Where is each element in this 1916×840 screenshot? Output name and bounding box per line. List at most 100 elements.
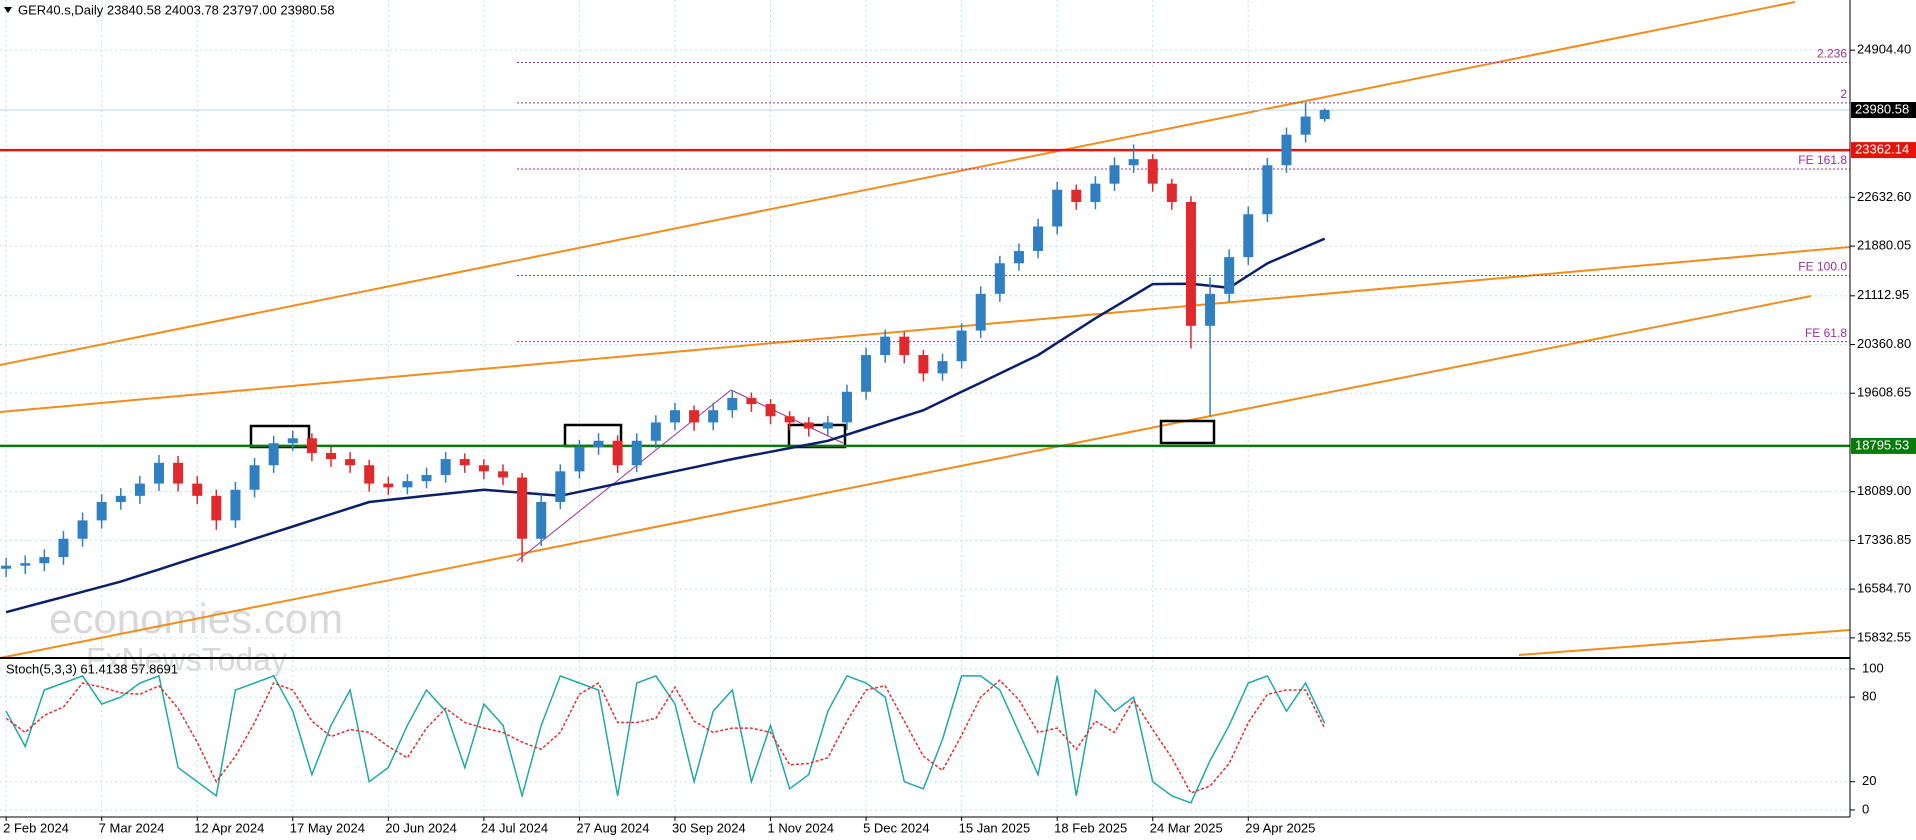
candle-body [421,475,432,482]
menu-arrow[interactable] [4,7,12,13]
y-tick-label: 21880.05 [1857,238,1911,253]
marks [0,61,1850,804]
candle-body [555,471,566,502]
y-tick-label: 0 [1862,801,1869,816]
chart-header: GER40.s,Daily 23840.58 24003.78 23797.00… [18,2,335,17]
candle-body [20,563,31,566]
candle-body [134,483,145,496]
x-tick-label: 18 Feb 2025 [1054,820,1127,835]
candle-body [383,483,394,488]
y-tick-label: 80 [1862,689,1876,704]
candle-body [956,330,967,362]
candle-body [478,465,489,472]
y-tick-label: 15832.55 [1857,629,1911,644]
box [1159,419,1216,445]
price-tag-label: 18795.53 [1855,437,1909,452]
candle-body [192,483,203,496]
candle-body [345,459,356,466]
candle-body [1243,214,1254,258]
candle-body [77,520,88,539]
candle-body [784,416,795,423]
candle-body [861,355,872,392]
candle-body [440,459,451,476]
x-tick-label: 1 Nov 2024 [768,820,835,835]
candle-body [325,453,336,460]
price-tag-label: 23980.58 [1855,101,1909,116]
candle-body [1109,165,1120,184]
y-tick-label: 22632.60 [1857,189,1911,204]
candle-body [173,462,184,484]
price-tag-label: 23362.14 [1855,142,1909,157]
x-tick-label: 5 Dec 2024 [863,820,930,835]
x-tick-label: 17 May 2024 [290,820,365,835]
x-tick-label: 20 Jun 2024 [385,820,457,835]
y-tick-label: 19608.65 [1857,385,1911,400]
x-tick-label: 2 Feb 2024 [3,820,69,835]
x-tick-label: 15 Jan 2025 [959,820,1031,835]
x-tick-label: 24 Jul 2024 [481,820,548,835]
candle-body [822,422,833,429]
candle-body [765,404,776,417]
candle-body [1147,159,1158,184]
x-tick-label: 30 Sep 2024 [672,820,746,835]
stoch-line [5,679,1326,794]
candle-body [497,471,508,478]
candle-body [115,495,126,502]
candle-body [268,443,279,466]
candle-body [727,397,738,411]
candle-body [364,465,375,484]
x-tick-label: 12 Apr 2024 [194,820,264,835]
candle-body [249,465,260,490]
candle-body [994,263,1005,294]
candle-body [669,410,680,423]
candle-body [154,462,165,484]
price-tag [1851,437,1916,454]
y-tick-label: 20360.80 [1857,336,1911,351]
candle-body [96,501,107,521]
y-tick-label: 100 [1862,660,1884,675]
trend-line [1518,629,1851,656]
candle-body [402,481,413,488]
grid [0,0,1850,817]
candle-body [708,410,719,423]
fib-label: 2 [1840,87,1847,101]
candle-body [899,336,910,356]
candle-body [211,495,222,521]
candle-body [1090,183,1101,202]
candle-body [1262,165,1273,215]
candle-body [937,361,948,374]
candle-body [1300,116,1311,135]
candle-body [459,459,470,466]
candle-body [593,440,604,447]
fib-label: FE 100.0 [1798,260,1847,274]
candle-body [574,446,585,472]
x-tick-label: 7 Mar 2024 [99,820,165,835]
candle-body [880,336,891,356]
candle-body [536,501,547,539]
stoch-line [5,674,1326,804]
candle-body [841,391,852,423]
price-tag [1851,102,1916,119]
candle-body [650,422,661,441]
candle-body [1166,183,1177,202]
candle-body [689,410,700,423]
candle-body [306,438,317,454]
y-tick-label: 16584.70 [1857,581,1911,596]
axis-labels: 24904.40 22632.60 21880.05 21112.95 20360.80… [3,42,1916,835]
candle-body [1319,110,1330,120]
x-tick-label: 24 Mar 2025 [1150,820,1223,835]
trend-line [0,1,1796,366]
x-tick-label: 27 Aug 2024 [576,820,649,835]
trend-lines [0,1,1851,659]
fib-label: 2.236 [1817,47,1847,61]
price-tag [1851,142,1916,159]
x-tick-label: 29 Apr 2025 [1245,820,1315,835]
candle-body [1,565,12,569]
candle-body [612,440,623,466]
candle-body [58,538,69,558]
candle-body [1128,159,1139,166]
candle-body [287,438,298,444]
